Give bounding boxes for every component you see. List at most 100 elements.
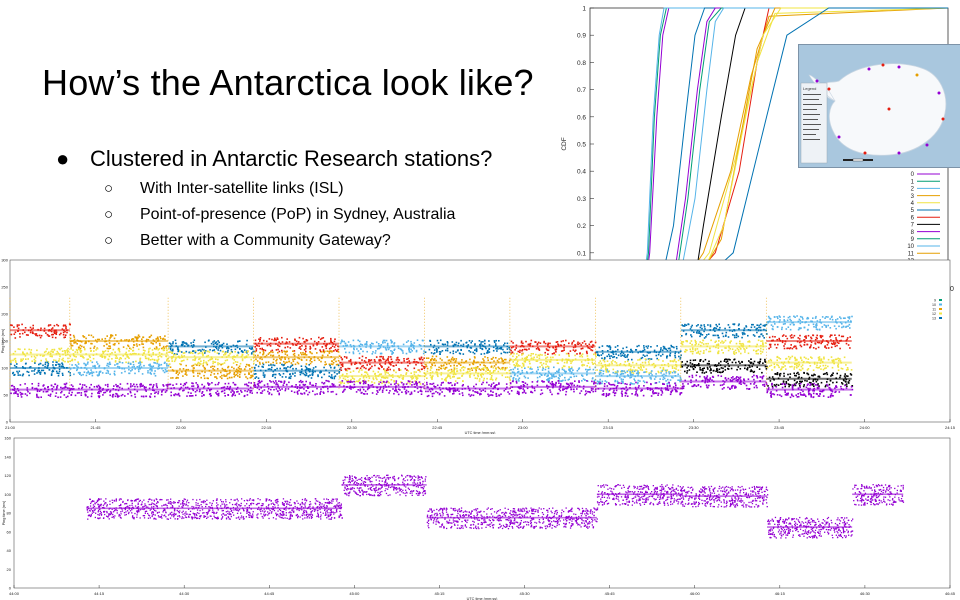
- scatter1-point: [636, 389, 638, 391]
- scatter1-point: [37, 382, 40, 385]
- scatter1-point: [223, 362, 226, 364]
- scatter1-point: [22, 366, 24, 368]
- scatter1-point: [558, 368, 560, 370]
- scatter1-point: [127, 362, 130, 365]
- scatter1-point: [356, 380, 358, 383]
- scatter1-point: [447, 374, 450, 376]
- scatter1-point: [715, 346, 717, 349]
- scatter1-point: [231, 395, 233, 397]
- scatter1-point: [283, 364, 285, 366]
- scatter1-point: [523, 348, 526, 351]
- scatter1-point: [57, 352, 59, 354]
- scatter1-point: [297, 341, 300, 343]
- scatter1-point: [413, 358, 416, 361]
- scatter1-point: [87, 371, 90, 374]
- scatter1-point: [256, 387, 259, 389]
- scatter1-point: [76, 351, 79, 354]
- scatter1-x-axis-label: UTC time (mm:ss): [465, 431, 497, 434]
- scatter1-point: [396, 391, 399, 393]
- scatter1-point: [498, 382, 500, 384]
- scatter1-point: [607, 350, 609, 352]
- scatter1-point: [199, 357, 201, 360]
- scatter1-point: [744, 333, 746, 335]
- scatter1-point: [333, 346, 336, 348]
- scatter1-point: [453, 368, 456, 370]
- scatter1-point: [727, 386, 729, 389]
- scatter1-point: [303, 373, 306, 376]
- scatter1-point: [694, 366, 696, 369]
- scatter1-point: [127, 345, 130, 348]
- scatter1-point: [179, 363, 181, 365]
- scatter1-point: [614, 361, 616, 363]
- scatter1-point: [197, 385, 200, 388]
- scatter1-point: [83, 336, 86, 338]
- scatter1-point: [434, 386, 436, 388]
- scatter1-point: [433, 358, 436, 360]
- scatter1-point: [608, 383, 611, 386]
- map-legend-heading: Legend: [803, 86, 816, 91]
- scatter1-point: [506, 348, 509, 350]
- scatter1-point: [382, 387, 385, 390]
- scatter1-point: [766, 333, 768, 335]
- scatter1-point: [330, 339, 332, 342]
- scatter1-point: [736, 368, 738, 371]
- scatter1-point: [415, 382, 417, 384]
- scatter1-point: [725, 358, 727, 360]
- scatter1-point: [300, 381, 303, 384]
- scatter1-point: [653, 378, 656, 380]
- scatter1-point: [363, 360, 366, 362]
- scatter1-point: [439, 351, 442, 353]
- scatter1-point: [346, 373, 348, 375]
- scatter1-point: [350, 363, 353, 366]
- scatter1-x-tick-label: 22:00: [176, 425, 187, 430]
- scatter1-point: [185, 381, 188, 384]
- scatter1-point: [344, 342, 347, 345]
- scatter1-point: [475, 369, 477, 372]
- scatter1-point: [55, 364, 57, 366]
- scatter1-point: [455, 360, 457, 362]
- scatter1-point: [620, 378, 623, 380]
- scatter1-point: [344, 348, 346, 350]
- scatter1-point: [602, 359, 605, 362]
- scatter1-point: [309, 358, 312, 360]
- scatter1-point: [616, 385, 619, 387]
- scatter1-point: [593, 353, 595, 356]
- scatter1-point: [702, 360, 705, 363]
- scatter1-point: [674, 356, 677, 359]
- scatter1-point: [364, 380, 367, 383]
- scatter1-point: [486, 352, 488, 354]
- scatter1-point: [358, 352, 361, 355]
- scatter1-point: [552, 384, 554, 386]
- scatter1-point: [192, 341, 195, 343]
- scatter1-point: [58, 370, 61, 373]
- scatter1-point: [605, 381, 608, 383]
- scatter1-point: [233, 371, 236, 374]
- scatter1-point: [434, 364, 436, 367]
- scatter1-band: [253, 342, 339, 345]
- scatter1-point: [321, 376, 323, 379]
- scatter1-point: [408, 348, 410, 350]
- scatter1-point: [761, 351, 764, 353]
- scatter1-point: [218, 347, 220, 349]
- scatter1-point: [24, 355, 27, 357]
- scatter1-point: [418, 381, 421, 383]
- scatter1-point: [48, 369, 51, 371]
- scatter1-point: [262, 363, 265, 366]
- scatter1-point: [103, 345, 105, 347]
- scatter1-point: [217, 393, 219, 396]
- scatter1-point: [54, 332, 56, 335]
- scatter1-point: [544, 354, 547, 357]
- scatter1-point: [418, 357, 421, 360]
- scatter1-point: [706, 375, 709, 377]
- scatter1-point: [295, 340, 298, 343]
- scatter1-point: [704, 328, 706, 330]
- scatter1-point: [341, 365, 344, 368]
- scatter1-point: [670, 344, 672, 347]
- scatter1-point: [498, 347, 501, 350]
- scatter1-point: [501, 367, 503, 369]
- scatter1-point: [310, 338, 312, 340]
- scatter1-point: [59, 396, 62, 398]
- scatter1-point: [357, 350, 360, 352]
- scatter1-point: [254, 339, 257, 342]
- scatter1-point: [51, 371, 53, 373]
